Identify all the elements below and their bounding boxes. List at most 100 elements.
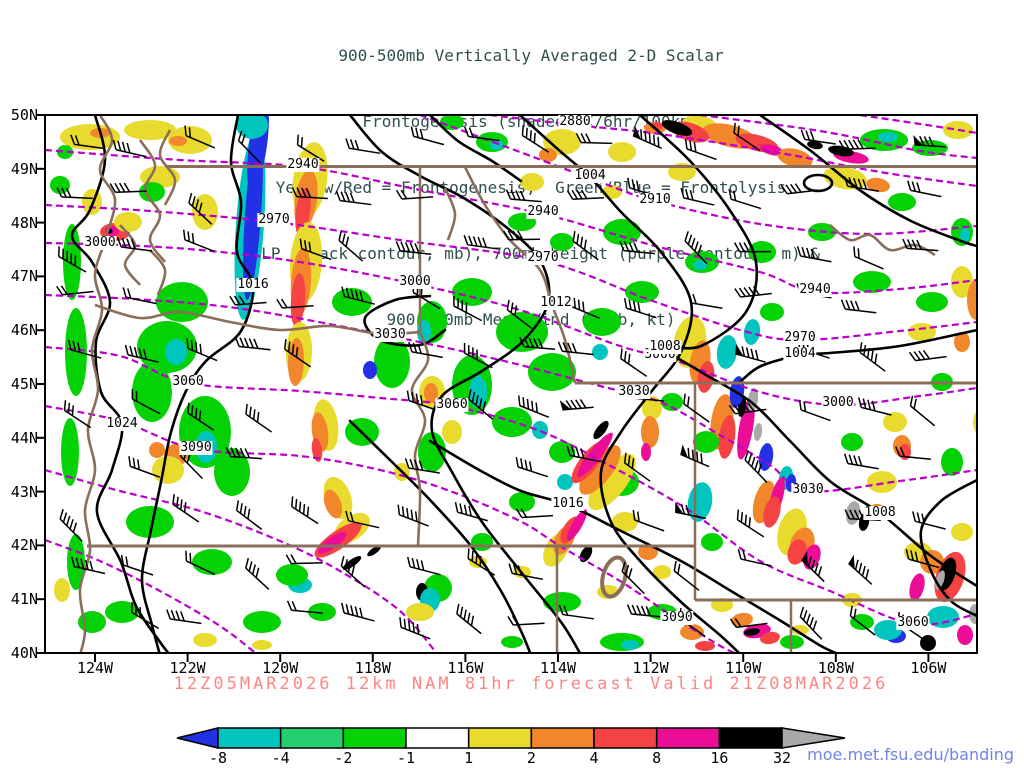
wind-barb	[632, 509, 665, 532]
mslp-contour-label: 1004	[783, 346, 817, 361]
shaded-region	[169, 136, 187, 146]
wind-barb	[734, 286, 772, 298]
shaded-region	[973, 410, 977, 434]
colorbar-segment	[279, 727, 345, 749]
lon-label: 124W	[76, 659, 114, 677]
colorbar-segment	[593, 727, 658, 749]
shaded-region	[701, 533, 723, 551]
shaded-region	[951, 523, 973, 541]
colorbar	[176, 727, 846, 749]
shaded-region	[214, 448, 250, 496]
shaded-region	[490, 140, 504, 150]
wind-barb	[680, 187, 715, 206]
shaded-region	[243, 611, 281, 633]
wind-barb	[673, 560, 700, 591]
colorbar-tick-label: 1	[464, 749, 474, 767]
wind-barb	[843, 176, 879, 192]
wind-barb	[410, 126, 445, 146]
shaded-region	[960, 228, 970, 242]
colorbar-tick-label: 32	[772, 749, 792, 767]
wind-barb	[456, 603, 482, 635]
shaded-region	[550, 233, 574, 251]
wind-barb	[70, 134, 106, 150]
wind-barb	[225, 446, 262, 460]
lat-label: 48N	[10, 213, 38, 232]
height-contour	[699, 115, 977, 160]
colorbar-segment	[718, 727, 783, 749]
wind-barb	[683, 393, 710, 423]
shaded-region	[54, 578, 70, 602]
shaded-region	[943, 121, 973, 139]
shaded-region	[323, 489, 343, 519]
wind-barb	[680, 444, 710, 468]
shaded-region	[600, 633, 644, 651]
wind-barb	[124, 344, 159, 363]
state-border	[118, 224, 142, 286]
height-contour-label: 2940	[286, 157, 320, 172]
shaded-region	[567, 509, 587, 541]
wind-barb	[56, 285, 94, 296]
wind-barb	[572, 231, 599, 261]
shaded-region	[290, 273, 306, 327]
mslp-contour-label: 1016	[236, 277, 270, 292]
shaded-region	[695, 641, 715, 651]
shaded-region	[252, 640, 272, 650]
wind-barb	[335, 190, 372, 206]
wind-barb	[907, 180, 942, 198]
state-border	[94, 303, 421, 336]
shaded-region	[193, 633, 217, 647]
height-contour-label: 2940	[526, 204, 560, 219]
shaded-region	[406, 603, 434, 621]
shaded-region	[588, 453, 636, 511]
shaded-region	[641, 443, 651, 461]
shaded-region	[693, 260, 707, 270]
shaded-region	[760, 303, 784, 321]
lon-label: 110W	[725, 659, 762, 677]
mslp-contour	[518, 115, 741, 653]
wind-barb	[245, 558, 270, 590]
state-border	[78, 115, 117, 653]
wind-barb	[237, 130, 261, 164]
wind-barb	[407, 556, 441, 576]
mslp-contour	[919, 478, 977, 618]
colorbar-tick-label: -1	[396, 749, 416, 767]
great-salt-lake-outline	[600, 555, 628, 599]
wind-barb	[345, 510, 380, 529]
shaded-region	[625, 281, 659, 303]
wind-barb	[728, 402, 767, 415]
wind-barb	[798, 399, 831, 422]
wind-barb	[341, 286, 375, 305]
wind-barb	[187, 402, 215, 431]
wind-barb	[58, 246, 87, 273]
wind-barb	[229, 295, 267, 306]
shaded-region	[787, 539, 807, 565]
wind-barb	[559, 398, 594, 411]
shaded-region	[126, 506, 174, 538]
shaded-region	[680, 624, 704, 640]
shaded-region	[583, 308, 621, 336]
height-contour-label: 3030	[791, 482, 825, 497]
site-link[interactable]: moe.met.fsu.edu/banding	[807, 745, 1014, 764]
wind-barb	[463, 234, 499, 250]
shaded-region	[276, 564, 308, 586]
height-contour-label: 2910	[638, 192, 672, 207]
wind-barb	[166, 609, 202, 625]
shaded-region	[287, 338, 305, 386]
wind-barb	[505, 189, 542, 203]
lat-label: 49N	[10, 159, 38, 178]
lon-label: 114W	[539, 659, 577, 677]
shaded-region	[501, 636, 523, 648]
wind-barb	[70, 556, 106, 575]
shaded-region	[539, 148, 557, 162]
wind-barb	[626, 604, 663, 618]
wind-barb	[340, 555, 366, 588]
shaded-region	[828, 145, 854, 157]
forecast-caption: 12Z05MAR2026 12km NAM 81hr forecast Vali…	[173, 674, 889, 694]
height-contour	[45, 148, 977, 295]
shaded-region	[308, 603, 336, 621]
mslp-contour-label: 1008	[863, 505, 897, 520]
shaded-region	[418, 432, 446, 472]
mslp-contour	[758, 115, 977, 248]
shaded-region	[967, 280, 977, 320]
wind-barb	[395, 241, 432, 255]
